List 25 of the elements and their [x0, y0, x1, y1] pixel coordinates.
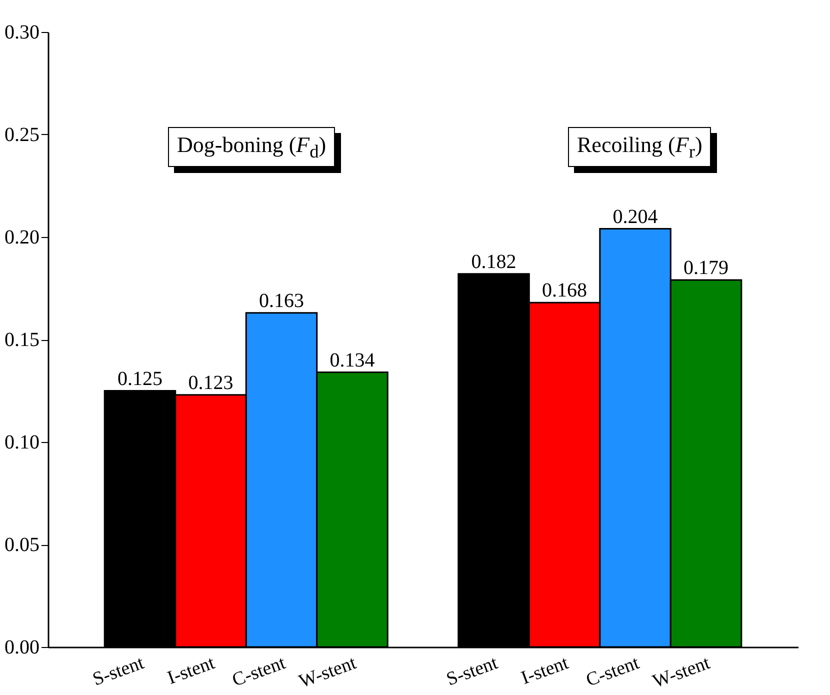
x-tick-label: W-stent	[296, 652, 360, 693]
y-tick-label: 0.20	[4, 226, 40, 248]
y-tick-label: 0.15	[4, 329, 40, 351]
x-tick-label: C-stent	[230, 652, 290, 692]
data-label: 0.163	[258, 290, 304, 312]
y-tick-label: 0.00	[4, 636, 40, 658]
data-label: 0.179	[684, 257, 729, 280]
y-tick-label: 0.10	[4, 432, 40, 454]
data-label: 0.182	[471, 250, 516, 273]
y-tick-label: 0.05	[4, 534, 40, 556]
x-tick-label: C-stent	[583, 652, 643, 692]
data-label: 0.134	[330, 349, 375, 372]
data-label: 0.168	[542, 280, 588, 302]
y-tick-label: 0.30	[4, 22, 40, 44]
x-tick-label: I-stent	[518, 652, 572, 689]
x-tick-label: S-stent	[90, 652, 148, 690]
data-label: 0.123	[188, 372, 234, 394]
data-label: 0.204	[612, 206, 658, 228]
x-tick-label: W-stent	[650, 652, 714, 693]
annotation: Recoiling (F$_{r}$)	[568, 127, 712, 168]
y-tick-label: 0.25	[4, 124, 40, 146]
annotation: Dog-boning (F$_{d}$)	[168, 127, 336, 168]
x-tick-label: S-stent	[444, 652, 502, 690]
data-label: 0.125	[117, 368, 162, 390]
x-tick-label: I-stent	[164, 652, 218, 689]
